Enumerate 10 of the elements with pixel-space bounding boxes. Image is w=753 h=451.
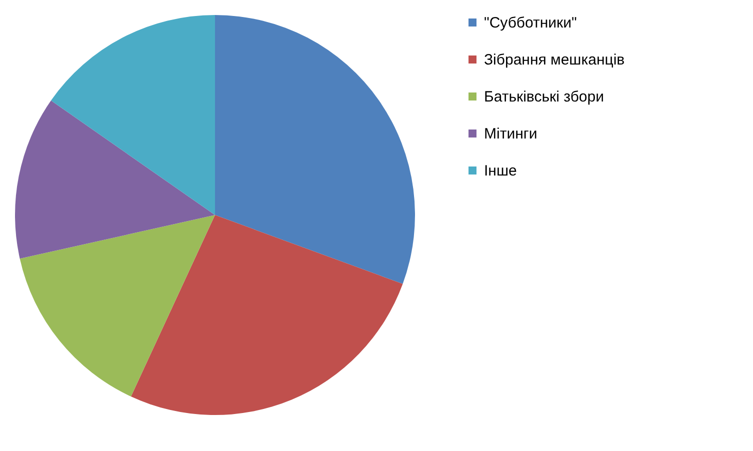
pie-slice <box>215 15 415 284</box>
pie-slice <box>51 15 215 215</box>
legend-label: Батьківські збори <box>484 88 604 106</box>
pie-slice <box>20 215 215 396</box>
legend-label: "Субботники" <box>484 14 577 32</box>
legend-label: Зібрання мешканців <box>484 52 625 68</box>
legend-label: Мітинги <box>484 126 538 142</box>
pie-slice <box>15 100 215 259</box>
legend-label: Інше <box>484 162 517 180</box>
pie-slice <box>130 215 403 415</box>
